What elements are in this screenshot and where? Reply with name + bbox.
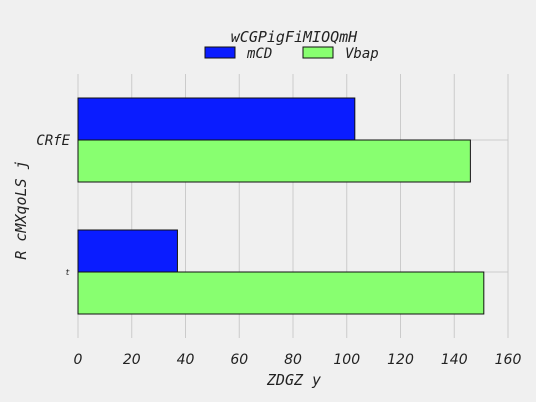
x-tick-label: 40	[177, 352, 195, 368]
y-tick-label: CRfE	[36, 133, 70, 149]
y-axis-label: R cMXqoLS j	[12, 160, 30, 259]
x-tick-label: 60	[230, 352, 248, 368]
legend-swatch-vbap	[302, 46, 334, 59]
y-axis-ticks: CRfE t	[36, 133, 70, 277]
x-tick-label: 140	[441, 352, 468, 368]
bar-mcd-0	[77, 97, 356, 141]
x-axis-label: ZDGZ y	[266, 371, 321, 389]
x-tick-label: 100	[333, 352, 360, 368]
bar-mcd-1	[77, 229, 178, 273]
x-tick-label: 80	[284, 352, 302, 368]
y-tick-label: t	[65, 268, 70, 277]
chart-title: wCGPigFiMIOQmH	[231, 28, 358, 46]
legend-label-mcd: mCD	[246, 46, 272, 62]
x-tick-label: 0	[74, 352, 83, 368]
bars	[77, 97, 485, 315]
legend: mCD Vbap	[204, 46, 379, 62]
legend-label-vbap: Vbap	[345, 46, 379, 62]
x-tick-label: 20	[123, 352, 141, 368]
x-axis-ticks: 0 20 40 60 80 100 120 140 160	[74, 352, 522, 368]
bar-vbap-1	[77, 271, 485, 315]
bar-vbap-0	[77, 139, 471, 183]
x-tick-label: 160	[495, 352, 522, 368]
legend-swatch-mcd	[204, 46, 236, 59]
x-tick-label: 120	[387, 352, 414, 368]
